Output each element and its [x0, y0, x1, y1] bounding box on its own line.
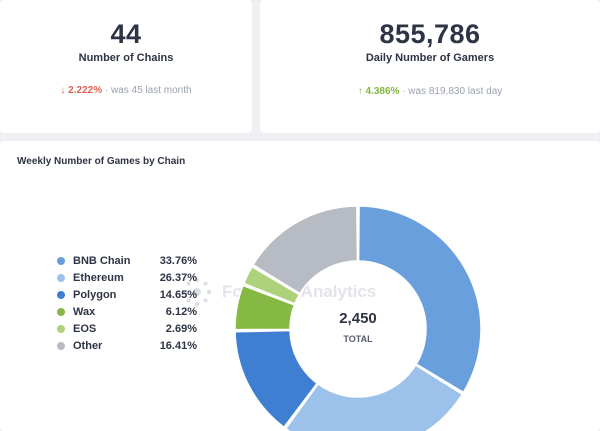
legend-dot-icon	[57, 256, 65, 265]
legend-percent: 2.69%	[165, 322, 197, 335]
donut-slice-polygon[interactable]	[234, 329, 319, 429]
chains-change-row: ↓ 2.222% · was 45 last month	[0, 85, 252, 96]
donut-slice-other[interactable]	[252, 205, 359, 295]
chains-change-comparison: · was 45 last month	[104, 85, 192, 96]
donut-center-total-label: TOTAL	[343, 334, 373, 344]
gamers-change-row: ↑ 4.386% · was 819,830 last day	[260, 86, 600, 97]
chart-legend: BNB Chain 33.76% Ethereum 26.37% Polygon 14.6…	[57, 252, 197, 354]
legend-item[interactable]: Ethereum 26.37%	[57, 269, 197, 286]
chains-count-label: Number of Chains	[78, 52, 174, 64]
legend-item[interactable]: Other 16.41%	[57, 337, 197, 354]
legend-dot-icon	[57, 324, 65, 333]
donut-slice-ethereum[interactable]	[284, 364, 464, 431]
legend-label: Wax	[73, 305, 96, 318]
legend-percent: 16.41%	[159, 339, 197, 352]
legend-label: Ethereum	[73, 271, 124, 284]
gamers-change-comparison: · was 819,830 last day	[402, 86, 503, 97]
legend-label: Other	[73, 339, 103, 352]
arrow-up-icon: ↑	[357, 86, 363, 97]
arrow-down-icon: ↓	[60, 85, 66, 96]
legend-percent: 6.12%	[165, 305, 197, 318]
legend-item[interactable]: Wax 6.12%	[57, 303, 197, 320]
legend-dot-icon	[57, 290, 65, 299]
chart-title: Weekly Number of Games by Chain	[17, 156, 186, 167]
gamers-count-value: 855,786	[379, 19, 481, 49]
legend-label: BNB Chain	[73, 254, 131, 267]
number-of-chains-card: 44 Number of Chains ↓ 2.222% · was 45 la…	[0, 0, 252, 133]
legend-percent: 14.65%	[159, 288, 197, 301]
donut-slices	[234, 205, 482, 431]
chains-count-value: 44	[110, 19, 142, 49]
legend-item[interactable]: EOS 2.69%	[57, 320, 197, 337]
footprint-logo-icon	[182, 277, 212, 307]
gamers-change-percent: 4.386%	[365, 86, 400, 97]
games-by-chain-card: Weekly Number of Games by Chain Footprin…	[0, 141, 600, 431]
gamers-count-label: Daily Number of Gamers	[365, 52, 495, 64]
legend-percent: 26.37%	[159, 271, 197, 284]
legend-dot-icon	[57, 341, 65, 350]
legend-dot-icon	[57, 307, 65, 316]
legend-item[interactable]: Polygon 14.65%	[57, 286, 197, 303]
chains-change-percent: 2.222%	[68, 85, 103, 96]
legend-percent: 33.76%	[159, 254, 197, 267]
legend-item[interactable]: BNB Chain 33.76%	[57, 252, 197, 269]
legend-dot-icon	[57, 273, 65, 282]
legend-label: EOS	[73, 322, 97, 335]
legend-label: Polygon	[73, 288, 117, 301]
donut-center-total-value: 2,450	[339, 310, 377, 327]
donut-slice-wax[interactable]	[234, 284, 296, 331]
donut-slice-eos[interactable]	[242, 265, 301, 305]
donut-chart: 2,450 TOTAL	[234, 205, 482, 431]
daily-gamers-card: 855,786 Daily Number of Gamers ↑ 4.386% …	[260, 0, 600, 133]
donut-slice-bnb-chain[interactable]	[357, 205, 482, 394]
